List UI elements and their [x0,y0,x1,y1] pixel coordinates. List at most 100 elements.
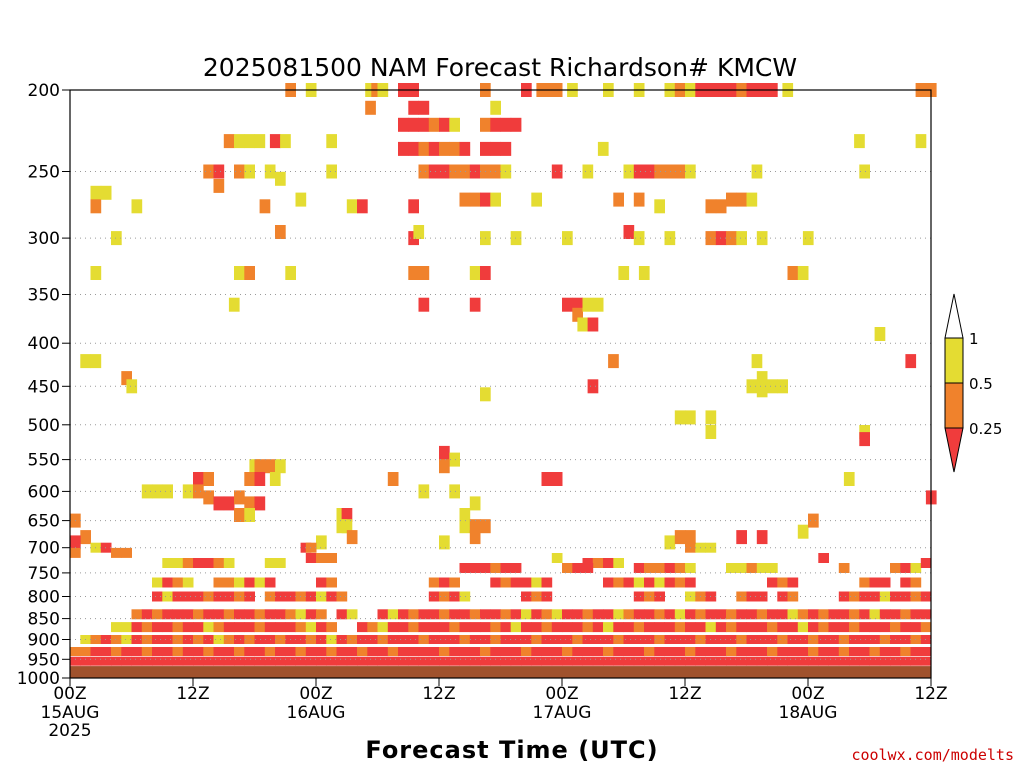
heatmap-cell [418,117,430,132]
heatmap-cell [428,164,440,179]
heatmap-cell [131,635,143,644]
heatmap-cell [244,609,255,620]
heatmap-cell [787,591,799,602]
heatmap-cell [121,635,132,644]
heatmap-cell [418,266,430,280]
heatmap-cell [234,164,245,179]
heatmap-cell [777,656,788,666]
heatmap-cell [234,609,245,620]
heatmap-cell [223,134,235,149]
heatmap-cell [859,425,870,439]
heatmap-cell [141,622,153,633]
heatmap-cell [597,141,609,156]
heatmap-cell [346,530,358,545]
heatmap-cell [469,609,481,620]
heatmap-cell [213,609,225,620]
heatmap-cell [428,656,440,666]
heatmap-cell [787,656,799,666]
heatmap-cell [398,117,409,132]
heatmap-cell [305,542,317,553]
heatmap-cell [203,558,214,568]
heatmap-cell [428,577,440,588]
heatmap-cell [582,609,594,620]
heatmap-cell [428,647,440,656]
heatmap-cell [264,622,276,633]
heatmap-cell [398,609,409,620]
heatmap-cell [726,192,737,207]
heatmap-cell [562,231,573,246]
heatmap-cell [398,656,409,666]
heatmap-cell [254,656,266,666]
colorbar-top-arrow [944,293,964,339]
heatmap-cell [162,577,173,588]
heatmap-cell [818,635,829,644]
heatmap-cell [915,134,927,149]
heatmap-cell [439,609,450,620]
heatmap-cell [203,622,214,633]
heatmap-cell [900,647,911,656]
heatmap-cell [808,513,819,528]
heatmap-cell [152,484,163,499]
heatmap-cell [849,622,860,633]
heatmap-cell [490,622,501,633]
heatmap-cell [890,609,901,620]
heatmap-cell [613,635,624,644]
heatmap-cell [182,577,194,588]
heatmap-cell [182,484,194,499]
heatmap-cell [808,609,819,620]
heatmap-cell [726,656,737,666]
y-tick-label: 500 [28,416,60,436]
heatmap-cell [726,563,737,573]
heatmap-cell [787,622,799,633]
heatmap-cell [818,609,829,620]
heatmap-cell [203,472,214,486]
heatmap-cell [633,164,645,179]
heatmap-cell [572,622,583,633]
heatmap-cell [664,563,676,573]
heatmap-cell [213,577,225,588]
heatmap-cell [797,656,809,666]
heatmap-cell [244,647,255,656]
heatmap-cell [705,622,717,633]
heatmap-cell [879,577,891,588]
heatmap-cell [736,622,747,633]
heatmap-cell [531,591,542,602]
heatmap-cell [623,164,635,179]
heatmap-cell [490,192,501,207]
heatmap-cell [623,225,635,239]
heatmap-cell [644,656,655,666]
heatmap-cell [500,622,512,633]
heatmap-cell [849,647,860,656]
heatmap-cell [618,266,630,280]
heatmap-cell [90,647,102,656]
x-tick-label: 00Z [53,684,86,704]
heatmap-cell [326,591,337,602]
heatmap-cell [223,558,235,568]
heatmap-cell [182,656,194,666]
heatmap-cell [808,647,819,656]
heatmap-cell [521,622,532,633]
heatmap-cell [869,622,881,633]
heatmap-cell [695,656,706,666]
heatmap-cell [828,609,840,620]
heatmap-cell [480,563,491,573]
heatmap-cell [254,635,266,644]
heatmap-cell [531,622,542,633]
heatmap-cell [715,199,727,214]
heatmap-cell [111,656,122,666]
heatmap-cell [603,558,614,568]
heatmap-cell [500,609,512,620]
heatmap-cell [316,591,327,602]
heatmap-cell [797,622,809,633]
heatmap-cell [203,591,214,602]
heatmap-cell [715,635,727,644]
heatmap-cell [182,609,194,620]
heatmap-cell [746,622,758,633]
y-tick-label: 800 [28,588,60,608]
heatmap-cell [449,656,460,666]
heatmap-cell [654,635,665,644]
heatmap-cell [869,609,881,620]
heatmap-cell [521,647,532,656]
heatmap-cell [449,635,460,644]
heatmap-cell [746,656,758,666]
